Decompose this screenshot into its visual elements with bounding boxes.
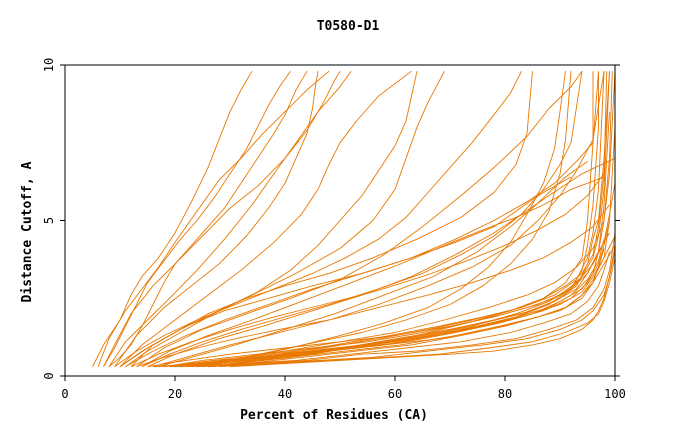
series-line-40 bbox=[125, 71, 599, 368]
series-line-26 bbox=[147, 183, 616, 368]
x-tick-label: 80 bbox=[498, 387, 512, 401]
series-line-41 bbox=[141, 71, 583, 368]
series-line-12 bbox=[152, 71, 605, 368]
series-line-11 bbox=[147, 157, 616, 368]
series-line-32 bbox=[180, 248, 605, 368]
x-tick-label: 0 bbox=[61, 387, 68, 401]
series-line-10 bbox=[141, 176, 605, 368]
series-line-36 bbox=[218, 257, 616, 368]
series-line-34 bbox=[196, 232, 616, 368]
series-line-6 bbox=[119, 70, 412, 368]
series-line-7 bbox=[125, 70, 445, 368]
series-line-37 bbox=[229, 245, 616, 368]
series-line-4 bbox=[108, 70, 352, 367]
x-tick-label: 40 bbox=[278, 387, 292, 401]
series-line-46 bbox=[103, 70, 291, 367]
y-tick-label: 0 bbox=[42, 372, 56, 379]
x-tick-label: 60 bbox=[388, 387, 402, 401]
series-line-20 bbox=[185, 71, 616, 368]
x-axis-label: Percent of Residues (CA) bbox=[240, 408, 428, 423]
series-line-38 bbox=[136, 204, 610, 368]
series-line-31 bbox=[174, 235, 616, 368]
y-axis-label: Distance Cutoff, A bbox=[20, 161, 35, 302]
series-line-43 bbox=[202, 71, 566, 368]
series-line-2 bbox=[97, 70, 330, 367]
series-line-45 bbox=[119, 71, 418, 368]
series-line-3 bbox=[103, 70, 341, 367]
series-line-39 bbox=[130, 173, 605, 368]
series-line-19 bbox=[180, 71, 605, 368]
series-line-13 bbox=[158, 161, 588, 368]
series-line-9 bbox=[136, 70, 583, 368]
y-axis-ticks: 0 5 10 bbox=[42, 58, 620, 380]
y-tick-label: 5 bbox=[42, 217, 56, 224]
series-layer bbox=[92, 70, 616, 368]
series-line-35 bbox=[207, 251, 616, 368]
y-tick-label: 10 bbox=[42, 58, 56, 72]
series-line-25 bbox=[213, 71, 613, 368]
chart-title: T0580-D1 bbox=[317, 19, 380, 34]
x-tick-label: 20 bbox=[168, 387, 182, 401]
x-axis-ticks: 0 20 40 60 80 100 bbox=[61, 376, 626, 401]
x-tick-label: 100 bbox=[604, 387, 626, 401]
series-line-29 bbox=[163, 232, 610, 368]
series-line-15 bbox=[108, 70, 308, 368]
series-line-5 bbox=[114, 71, 319, 367]
series-line-44 bbox=[114, 70, 522, 368]
series-line-33 bbox=[185, 251, 610, 368]
